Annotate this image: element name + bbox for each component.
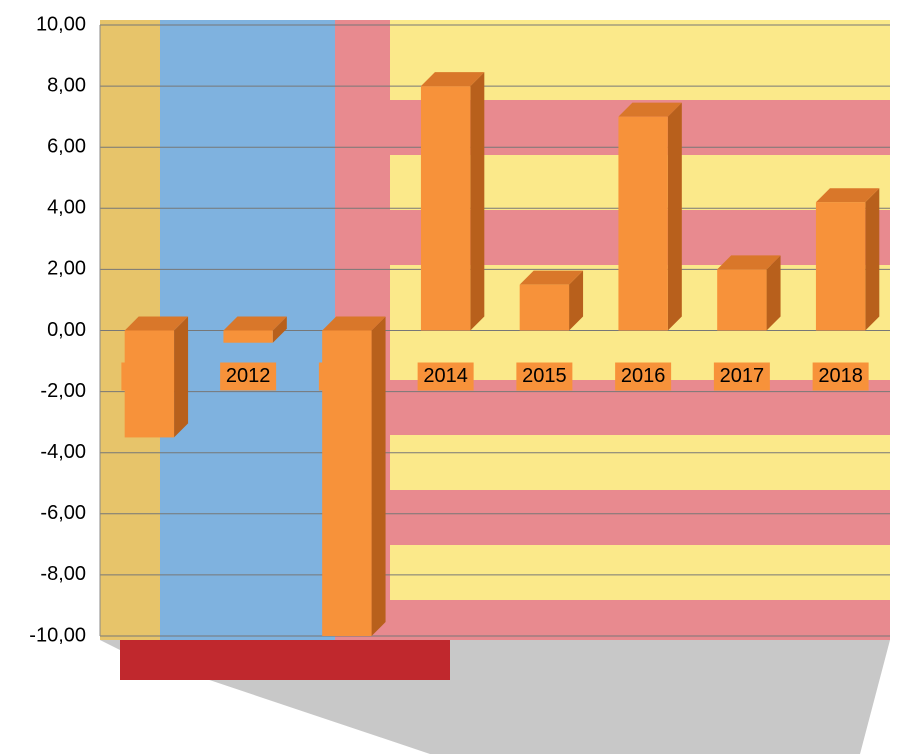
y-tick-label: 0,00: [47, 319, 86, 341]
bar-side: [569, 270, 584, 331]
bar-side: [272, 316, 287, 343]
bar-top: [124, 316, 189, 331]
bar-side: [470, 72, 485, 331]
bar-side: [865, 188, 880, 331]
y-tick-label: 10,00: [36, 13, 86, 35]
x-tick-label: 2015: [522, 365, 567, 387]
y-tick-label: 4,00: [47, 197, 86, 219]
bar: [420, 86, 471, 331]
bar: [815, 202, 866, 331]
x-tick-label-box: [417, 362, 474, 391]
y-tick-label: 8,00: [47, 74, 86, 96]
bar: [618, 116, 668, 331]
x-tick-label-box: [615, 362, 672, 391]
bar-top: [717, 255, 781, 270]
x-tick-label-box: [220, 362, 277, 391]
bar: [322, 330, 372, 636]
bar-top: [223, 316, 287, 331]
x-tick-label-box: [516, 362, 573, 391]
bar-side: [766, 255, 781, 331]
y-tick-label: -4,00: [40, 441, 86, 463]
y-tick-label: -6,00: [40, 502, 86, 524]
bar: [223, 330, 273, 343]
x-tick-label-box: [812, 362, 869, 391]
x-tick-label: 2016: [621, 365, 666, 387]
y-tick-label: 2,00: [47, 258, 86, 280]
bar-top: [815, 188, 880, 203]
y-tick-label: -8,00: [40, 563, 86, 585]
y-tick-label: -10,00: [29, 624, 86, 646]
bar-top: [322, 316, 386, 331]
bar: [124, 330, 175, 438]
background-decoration: [100, 20, 890, 754]
bar-side: [667, 102, 682, 331]
bar-top: [420, 72, 485, 87]
x-tick-label: 2014: [423, 365, 468, 387]
y-tick-label: -2,00: [40, 380, 86, 402]
bar: [717, 269, 767, 331]
x-tick-label: 2018: [818, 365, 863, 387]
y-tick-label: 6,00: [47, 135, 86, 157]
bar-top: [618, 102, 682, 117]
x-tick-label: 2017: [720, 365, 765, 387]
bar-side: [371, 316, 386, 636]
x-tick-label-box: [713, 362, 770, 391]
bar-top: [519, 270, 584, 285]
bar-side: [174, 316, 189, 438]
x-tick-label: 2012: [226, 365, 271, 387]
bar: [519, 284, 570, 331]
